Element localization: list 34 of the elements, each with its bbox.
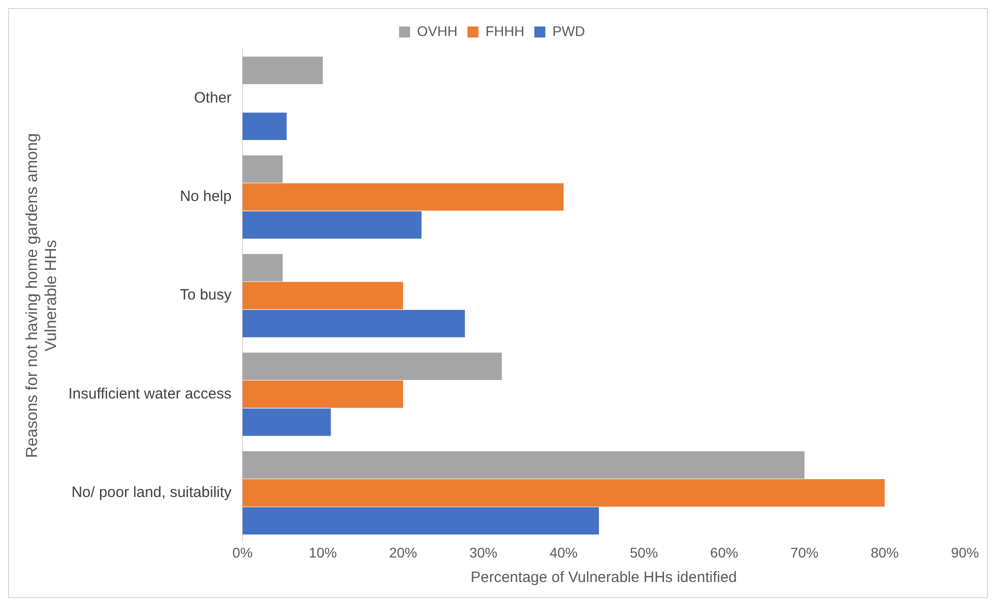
bar (242, 282, 404, 310)
bar (242, 310, 465, 338)
x-tick-label: 80% (870, 544, 899, 560)
bar (242, 352, 502, 380)
bar (242, 254, 283, 282)
bar (242, 380, 404, 408)
bar (242, 112, 287, 140)
legend-label: PWD (552, 22, 586, 39)
x-tick-label: 20% (389, 544, 418, 560)
bar (242, 451, 804, 479)
x-tick-label: 90% (950, 544, 980, 560)
bar (242, 56, 323, 84)
legend-label: FHHH (485, 22, 524, 39)
bar (242, 211, 422, 239)
bar (242, 183, 564, 211)
y-tick-label: No help (180, 188, 232, 206)
x-tick-label: 60% (710, 544, 738, 560)
bar (242, 507, 599, 535)
bar (242, 479, 885, 507)
x-tick-label: 30% (469, 544, 498, 560)
y-axis-title: Reasons for not having home gardens among Vulnerable HHs (24, 133, 60, 458)
y-tick-label: No/ poor land, suitability (71, 484, 232, 502)
legend-label: OVHH (417, 22, 458, 39)
x-tick-label: 40% (550, 544, 578, 560)
x-tick-label: 0% (232, 544, 253, 560)
y-tick-label: Other (194, 89, 232, 106)
y-tick-label: To busy (180, 286, 232, 304)
x-axis-title: Percentage of Vulnerable HHs identified (470, 569, 737, 586)
bar (242, 155, 283, 183)
x-tick-label: 50% (630, 544, 658, 560)
bar (242, 408, 331, 436)
y-tick-label: Insufficient water access (68, 385, 232, 402)
x-tick-label: 10% (308, 544, 337, 560)
x-tick-label: 70% (790, 544, 818, 560)
